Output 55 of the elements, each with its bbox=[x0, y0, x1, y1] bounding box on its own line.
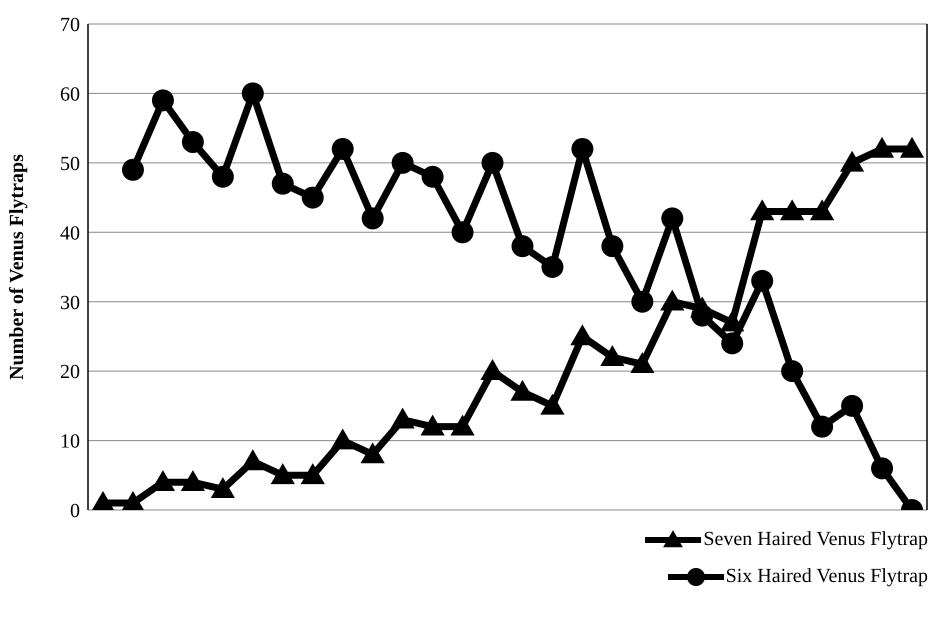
point bbox=[452, 221, 474, 244]
point bbox=[450, 414, 475, 436]
point bbox=[541, 256, 564, 278]
y-tick-label: 50 bbox=[60, 152, 80, 175]
y-axis-title: Number of Venus Flytraps bbox=[6, 154, 28, 380]
y-tick-label: 60 bbox=[60, 84, 80, 106]
point bbox=[90, 490, 116, 510]
point bbox=[360, 442, 385, 464]
point bbox=[152, 89, 174, 112]
point bbox=[182, 131, 204, 154]
point bbox=[780, 199, 804, 220]
point bbox=[210, 477, 235, 498]
y-tick-label: 30 bbox=[60, 292, 80, 314]
y-tick-label: 40 bbox=[60, 222, 80, 244]
point bbox=[631, 290, 654, 313]
point bbox=[212, 166, 234, 188]
point bbox=[180, 470, 205, 492]
point bbox=[720, 310, 744, 332]
point bbox=[600, 345, 624, 366]
point bbox=[330, 428, 355, 450]
point bbox=[300, 463, 325, 484]
point bbox=[390, 408, 415, 429]
point bbox=[392, 152, 414, 174]
point bbox=[270, 463, 295, 484]
point bbox=[571, 138, 594, 160]
point bbox=[272, 172, 294, 195]
point bbox=[332, 138, 354, 160]
point bbox=[540, 394, 565, 415]
point bbox=[751, 270, 774, 292]
point bbox=[781, 360, 804, 382]
point bbox=[511, 235, 534, 258]
point bbox=[422, 166, 444, 188]
y-tick-label: 10 bbox=[60, 430, 80, 453]
point bbox=[120, 490, 146, 510]
point bbox=[661, 207, 684, 230]
point bbox=[510, 380, 535, 401]
legend-label: Six Haired Venus Flytrap bbox=[726, 565, 928, 588]
y-tick-label: 20 bbox=[60, 361, 80, 384]
point bbox=[840, 150, 864, 172]
point bbox=[302, 186, 324, 209]
point bbox=[601, 235, 624, 258]
legend-label: Seven Haired Venus Flytrap bbox=[703, 528, 928, 551]
point bbox=[660, 290, 684, 311]
point bbox=[420, 414, 445, 436]
y-tick-label: 70 bbox=[60, 14, 80, 36]
point bbox=[242, 82, 264, 104]
point bbox=[750, 199, 774, 220]
point bbox=[630, 352, 654, 373]
point bbox=[122, 158, 144, 181]
point bbox=[362, 207, 384, 230]
point bbox=[841, 394, 864, 417]
point bbox=[810, 199, 834, 220]
y-tick-label: 0 bbox=[70, 500, 80, 522]
point bbox=[482, 152, 504, 174]
point bbox=[721, 332, 744, 354]
